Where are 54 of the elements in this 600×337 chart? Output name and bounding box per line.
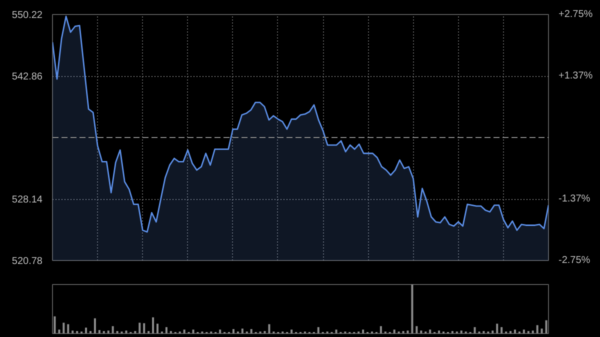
bar	[98, 330, 100, 334]
y-tick-label: 520.78	[12, 256, 43, 267]
bar	[492, 330, 494, 334]
bar	[474, 327, 476, 334]
y2-tick-label: -2.75%	[558, 255, 590, 266]
bar	[94, 318, 96, 334]
bar	[545, 320, 548, 334]
bar	[58, 330, 60, 334]
bar	[290, 330, 293, 334]
bar	[406, 330, 409, 334]
bar	[536, 325, 538, 334]
bar	[62, 322, 65, 334]
bar	[85, 328, 88, 334]
y-tick-label: 550.22	[12, 10, 43, 21]
y2-tick-label: +2.75%	[558, 9, 593, 20]
bar	[152, 317, 154, 334]
bar	[67, 324, 70, 334]
bar	[317, 327, 320, 334]
bar	[250, 329, 252, 334]
bar	[429, 330, 432, 334]
bar	[416, 326, 418, 334]
bar	[540, 328, 543, 334]
bar	[460, 330, 462, 334]
bar	[192, 330, 194, 334]
bar	[107, 330, 110, 334]
bar	[522, 330, 525, 334]
bar	[335, 330, 338, 334]
bar	[183, 330, 186, 334]
bar	[219, 330, 222, 334]
y2-tick-label: -1.37%	[558, 193, 590, 204]
bar	[165, 327, 168, 334]
bar	[420, 330, 422, 334]
bar	[143, 323, 146, 334]
bar	[438, 330, 440, 334]
bar	[411, 284, 414, 334]
y-tick-label: 542.86	[12, 72, 43, 82]
bar	[268, 324, 270, 334]
y-tick-label: 528.14	[12, 194, 43, 206]
bar	[125, 330, 128, 334]
bar	[393, 330, 396, 334]
bar	[496, 324, 498, 334]
y2-tick-label: +1.37%	[558, 70, 593, 82]
bar	[500, 327, 503, 334]
bar	[138, 322, 141, 334]
bar	[112, 326, 114, 334]
bar	[232, 329, 234, 334]
bar	[380, 326, 382, 334]
bar	[514, 330, 516, 334]
bar	[362, 330, 364, 334]
bar	[241, 328, 244, 334]
bar	[72, 330, 74, 334]
bar	[156, 324, 159, 334]
bar	[54, 316, 56, 334]
bar	[532, 330, 534, 334]
